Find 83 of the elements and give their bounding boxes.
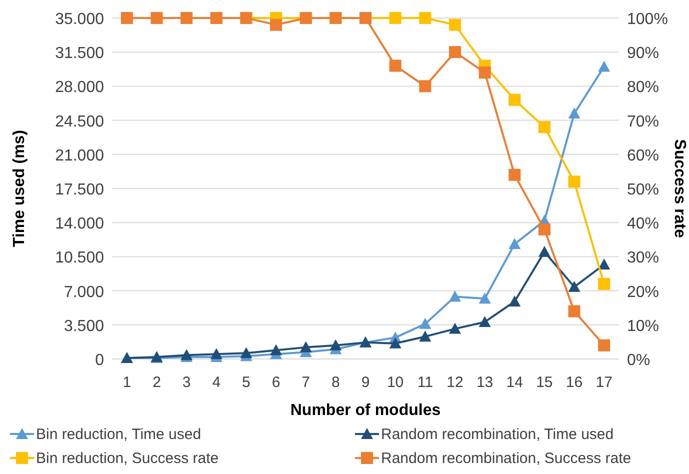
point <box>150 12 163 24</box>
point <box>538 223 550 236</box>
y2-tick-label: 40% <box>627 216 660 233</box>
point <box>240 347 252 358</box>
point <box>508 238 521 250</box>
x-tick-label: 9 <box>361 374 370 391</box>
point <box>508 94 521 106</box>
x-tick-label: 8 <box>332 374 340 391</box>
y2-tick-label: 60% <box>627 147 660 164</box>
point <box>389 12 402 24</box>
point <box>598 60 610 72</box>
y2-tick-label: 20% <box>627 284 660 301</box>
point <box>568 107 580 118</box>
point <box>598 278 610 290</box>
y-tick-label: 7.000 <box>64 284 104 301</box>
y-tick-label: 28.000 <box>55 79 104 96</box>
x-tick-label: 16 <box>566 374 583 391</box>
y-tick-label: 3.500 <box>64 318 104 335</box>
y-tick-label: 17.500 <box>55 182 104 198</box>
point <box>389 60 402 72</box>
x-tick-label: 7 <box>302 374 310 391</box>
point <box>478 66 491 79</box>
point <box>270 18 282 31</box>
point <box>568 280 580 292</box>
x-tick-label: 5 <box>242 374 250 391</box>
point <box>270 344 282 356</box>
x-tick-label: 13 <box>476 374 494 391</box>
point <box>478 292 491 304</box>
point <box>120 12 133 24</box>
y-axis-title: Time used (ms) <box>11 130 28 248</box>
y2-tick-label: 50% <box>627 182 660 198</box>
point <box>538 246 550 257</box>
point <box>568 176 580 188</box>
y2-tick-label: 90% <box>627 45 660 62</box>
x-tick-label: 2 <box>152 374 161 391</box>
x-tick-label: 6 <box>272 374 280 391</box>
x-tick-label: 15 <box>536 374 553 391</box>
x-tick-label: 1 <box>122 374 132 391</box>
y-tick-label: 35.000 <box>55 11 104 28</box>
x-tick-label: 14 <box>506 374 523 391</box>
y2-tick-label: 70% <box>627 113 660 130</box>
point <box>419 330 432 342</box>
x-tick-label: 17 <box>596 374 612 391</box>
point <box>448 46 461 58</box>
x-tick-label: 11 <box>417 374 433 391</box>
point <box>419 12 432 24</box>
legend-label: Bin reduction, Success rate <box>36 450 219 467</box>
point <box>210 348 222 360</box>
point <box>419 80 432 92</box>
y2-tick-label: 0% <box>627 352 650 369</box>
y-tick-label: 0 <box>95 352 104 369</box>
y2-tick-label: 10% <box>627 318 660 335</box>
y2-axis-title: Success rate <box>671 139 688 238</box>
y-tick-label: 31.500 <box>55 45 104 62</box>
point <box>300 341 312 352</box>
point <box>180 12 193 24</box>
point <box>448 322 461 334</box>
point <box>330 339 342 350</box>
y2-tick-label: 80% <box>627 79 660 96</box>
point <box>419 318 432 329</box>
point <box>448 290 461 302</box>
y-tick-label: 14.000 <box>55 216 104 233</box>
y2-tick-label: 30% <box>627 250 660 267</box>
point <box>508 168 521 181</box>
point <box>448 18 461 31</box>
x-tick-label: 10 <box>386 374 404 391</box>
point <box>478 316 491 327</box>
point <box>568 305 580 318</box>
legend-label: Random recombination, Success rate <box>381 450 632 467</box>
point <box>389 337 402 348</box>
x-tick-label: 4 <box>212 374 221 391</box>
x-axis-title: Number of modules <box>290 402 441 419</box>
y2-tick-label: 100% <box>627 11 668 28</box>
y-tick-label: 10.500 <box>55 250 104 267</box>
point <box>538 121 550 134</box>
x-tick-label: 3 <box>182 374 191 391</box>
point <box>598 339 610 352</box>
y-tick-label: 24.500 <box>55 113 104 130</box>
point <box>508 296 521 307</box>
legend-label: Random recombination, Time used <box>381 426 614 443</box>
legend-label: Bin reduction, Time used <box>36 426 202 443</box>
x-tick-label: 12 <box>446 374 464 391</box>
y-tick-label: 21.000 <box>55 147 104 164</box>
